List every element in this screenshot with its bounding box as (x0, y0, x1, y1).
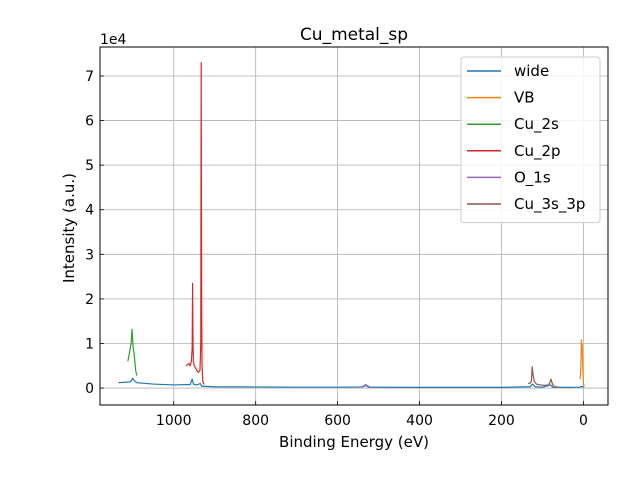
legend-label: Cu_3s_3p (514, 195, 585, 214)
x-tick-label: 600 (324, 413, 351, 429)
x-tick-label: 200 (488, 413, 515, 429)
y-tick-label: 2 (85, 292, 94, 308)
y-tick-label: 5 (85, 158, 94, 174)
x-tick-label: 0 (579, 413, 588, 429)
legend-label: Cu_2s (514, 115, 559, 134)
legend: wide VB Cu_2s Cu_2p O_1s Cu_3s_3p (460, 56, 601, 224)
y-axis-ticks: 0 1 2 3 4 5 6 7 (85, 69, 104, 397)
legend-box (460, 56, 601, 224)
legend-label: O_1s (514, 168, 551, 187)
plot-series (118, 62, 585, 389)
x-axis-label: Binding Energy (eV) (279, 433, 429, 451)
series-line-o-1s (359, 383, 371, 388)
series-line-cu-2s (127, 328, 138, 376)
plot-area (99, 46, 609, 406)
y-tick-label: 4 (85, 203, 94, 219)
legend-label: wide (514, 62, 549, 80)
x-tick-label: 400 (406, 413, 433, 429)
x-axis-ticks: 1000 800 600 400 200 0 (156, 401, 588, 429)
legend-label: VB (514, 89, 535, 107)
series-line-vb (579, 339, 585, 387)
chart-title: Cu_metal_sp (300, 25, 408, 45)
y-axis-label: Intensity (a.u.) (60, 173, 78, 283)
y-tick-label: 6 (85, 114, 94, 130)
y-axis-multiplier: 1e4 (100, 32, 127, 48)
x-tick-label: 800 (242, 413, 269, 429)
series-line-wide (118, 377, 584, 389)
y-tick-label: 7 (85, 69, 94, 85)
x-tick-label: 1000 (156, 413, 192, 429)
series-line-cu-2p (185, 62, 205, 385)
y-tick-label: 1 (85, 336, 94, 352)
legend-label: Cu_2p (514, 142, 561, 161)
series-line-cu-3s-3p (527, 366, 559, 388)
y-tick-label: 3 (85, 247, 94, 263)
y-tick-label: 0 (85, 381, 94, 397)
